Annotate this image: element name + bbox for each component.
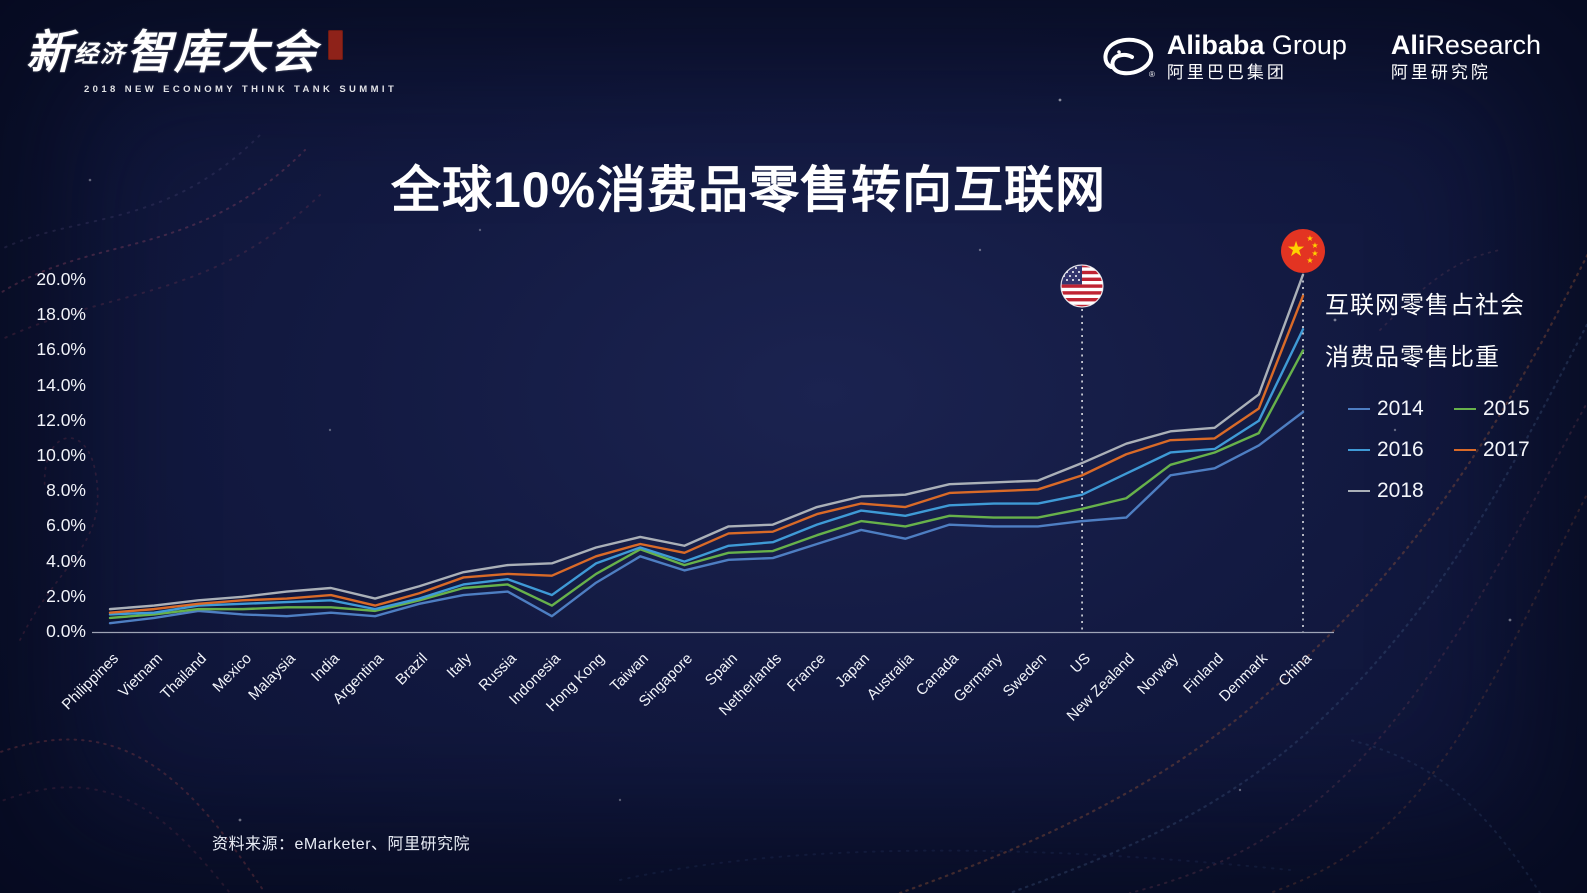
event-logo-calligraphy: 新经济智库大会: [26, 16, 397, 82]
y-tick-label: 18.0%: [36, 304, 86, 325]
us-flag-marker: [1060, 264, 1104, 308]
y-tick-label: 14.0%: [36, 374, 86, 395]
svg-text:★: ★: [1306, 256, 1313, 265]
event-logo-zh-part2: 经济: [74, 41, 126, 68]
event-logo: 新经济智库大会 2018 NEW ECONOMY THINK TANK SUMM…: [26, 16, 397, 95]
legend-item-2017: 2017: [1454, 429, 1560, 470]
svg-text:★: ★: [1306, 234, 1313, 243]
page-title: 全球10%消费品零售转向互联网: [390, 161, 1107, 218]
china-flag-marker: ★ ★ ★ ★ ★: [1281, 229, 1325, 273]
y-tick-label: 12.0%: [36, 409, 86, 430]
legend-item-2015: 2015: [1454, 388, 1560, 429]
alibaba-group-zh: 阿里巴巴集团: [1166, 63, 1287, 83]
y-tick-label: 20.0%: [36, 269, 86, 289]
legend-item-2018: 2018: [1348, 470, 1454, 511]
legend-item-2016: 2016: [1348, 429, 1454, 470]
series-line-2015: [108, 349, 1305, 620]
series-line-2016: [108, 328, 1305, 616]
legend-label: 2018: [1377, 478, 1424, 502]
event-logo-red-seal: [328, 30, 343, 60]
series-line-2014: [108, 410, 1305, 625]
series-line-2018: [108, 273, 1305, 611]
y-tick-label: 8.0%: [46, 480, 86, 501]
y-tick-label: 4.0%: [46, 550, 86, 571]
y-tick-label: 0.0%: [46, 621, 86, 641]
svg-text:★: ★: [1287, 238, 1306, 261]
event-logo-subtitle: 2018 NEW ECONOMY THINK TANK SUMMIT: [84, 84, 398, 95]
y-tick-label: 16.0%: [36, 339, 86, 360]
legend-title: 互联网零售占社会 消费品零售比重: [1325, 280, 1525, 384]
legend-swatch-2017: [1454, 448, 1476, 451]
legend-swatch-2018: [1348, 489, 1370, 492]
legend-label: 2014: [1377, 396, 1424, 420]
alibaba-smile-icon: ®: [1103, 38, 1155, 79]
legend-swatch-2014: [1348, 407, 1370, 410]
aliresearch-logo: AliResearch 阿里研究院: [1391, 30, 1541, 83]
aliresearch-zh: 阿里研究院: [1390, 63, 1491, 83]
alibaba-bold-text: Alibaba: [1166, 30, 1265, 60]
event-logo-zh-part3: 智库大会: [126, 26, 318, 78]
alibaba-light-text: Group: [1271, 30, 1347, 60]
y-tick-label: 10.0%: [36, 445, 86, 465]
event-logo-zh-part1: 新: [26, 26, 74, 78]
chart-legend: 2014 2015 2016 2017 2018: [1348, 388, 1580, 511]
legend-label: 2017: [1483, 437, 1530, 461]
svg-text:★: ★: [1311, 241, 1318, 250]
legend-swatch-2016: [1348, 448, 1370, 451]
legend-item-2014: 2014: [1348, 388, 1454, 429]
aliresearch-light-text: Research: [1425, 30, 1541, 60]
legend-title-line1: 互联网零售占社会: [1325, 292, 1525, 319]
legend-label: 2015: [1483, 396, 1530, 420]
series-line-2017: [108, 294, 1305, 614]
aliresearch-bold-text: Ali: [1390, 30, 1426, 60]
svg-text:★: ★: [1311, 249, 1318, 258]
alibaba-group-wordmark: Alibaba Group: [1167, 30, 1347, 61]
aliresearch-wordmark: AliResearch: [1391, 30, 1541, 61]
legend-title-line2: 消费品零售比重: [1325, 344, 1500, 371]
source-note: 资料来源：eMarketer、阿里研究院: [212, 836, 471, 853]
legend-swatch-2015: [1454, 407, 1476, 410]
legend-label: 2016: [1377, 437, 1424, 461]
y-tick-label: 2.0%: [46, 585, 86, 606]
y-tick-label: 6.0%: [46, 515, 86, 536]
brand-logos: ® Alibaba Group 阿里巴巴集团 AliResearch 阿里研究院: [1099, 30, 1541, 83]
svg-text:®: ®: [1149, 70, 1155, 79]
alibaba-group-logo: ® Alibaba Group 阿里巴巴集团: [1099, 30, 1347, 83]
